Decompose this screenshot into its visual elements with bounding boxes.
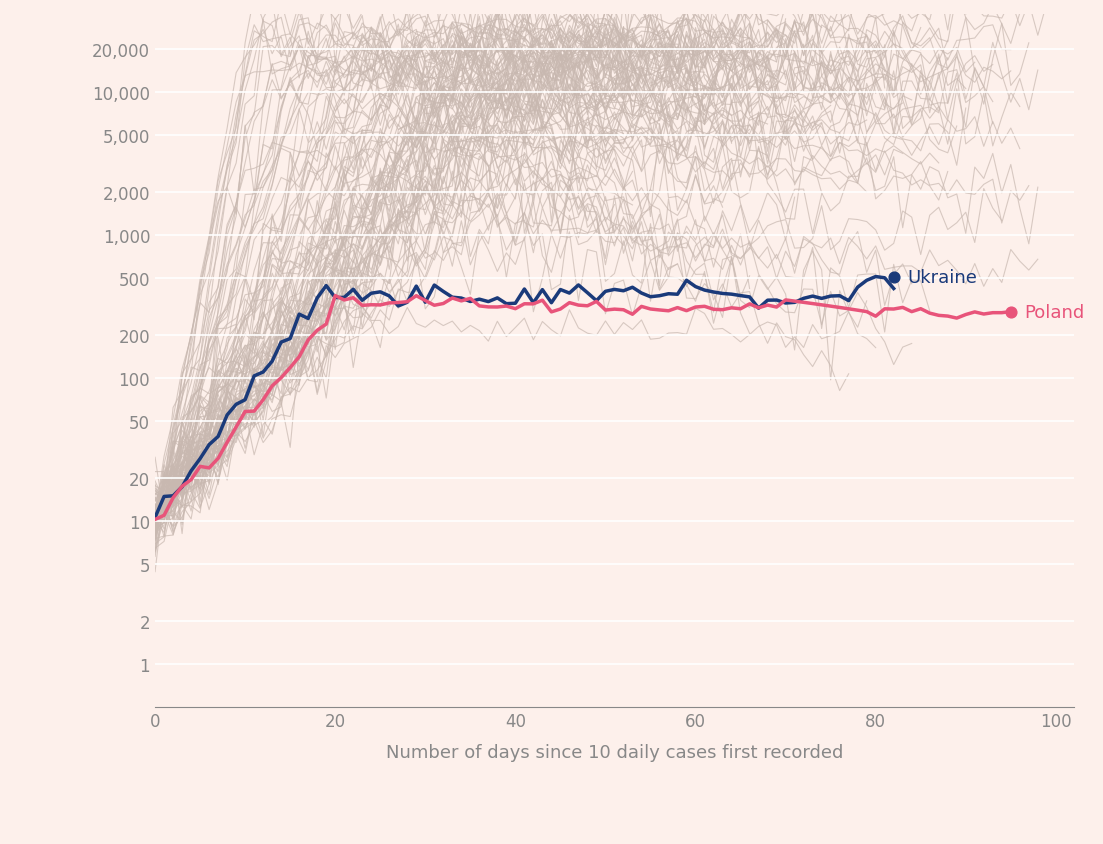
X-axis label: Number of days since 10 daily cases first recorded: Number of days since 10 daily cases firs… — [386, 744, 843, 761]
Point — [1002, 306, 1019, 319]
Text: Poland: Poland — [1025, 303, 1084, 322]
Text: Ukraine: Ukraine — [907, 268, 977, 286]
Point — [885, 270, 902, 284]
